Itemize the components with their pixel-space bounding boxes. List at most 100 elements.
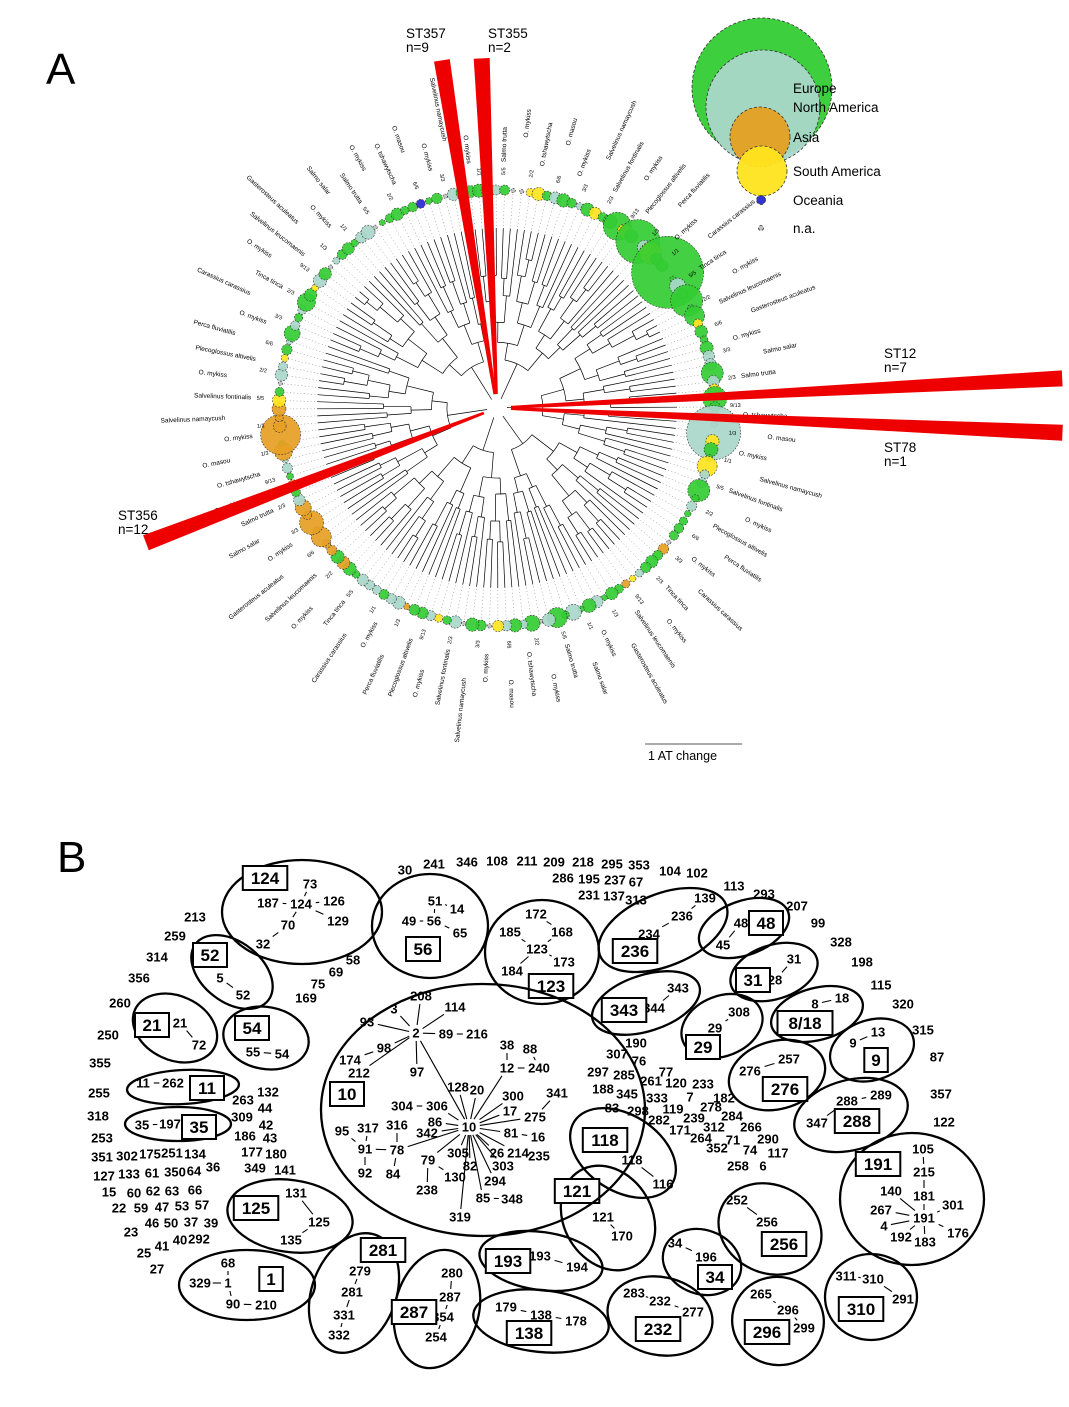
cluster-box: [241, 865, 289, 891]
st-number: 46: [145, 1216, 159, 1231]
st-number: 185: [499, 925, 521, 940]
st-number: 7: [686, 1090, 693, 1105]
st-number: 44: [258, 1101, 273, 1116]
st-number: 303: [492, 1159, 514, 1174]
st-number: 62: [146, 1184, 160, 1199]
st-number: 300: [502, 1089, 524, 1104]
st-number: 196: [695, 1250, 717, 1265]
st-number: 42: [259, 1118, 273, 1133]
svg-text:Tinca tinca: Tinca tinca: [663, 584, 690, 612]
cluster-box-label: 35: [190, 1118, 209, 1137]
svg-text:O. mykiss: O. mykiss: [359, 620, 379, 649]
st-number: 290: [757, 1132, 779, 1147]
st-number: 4: [880, 1219, 888, 1234]
svg-text:Salmo trutta: Salmo trutta: [741, 369, 777, 380]
cluster-232: 283 232 277 232: [606, 1275, 714, 1357]
st-number: 357: [930, 1087, 952, 1102]
svg-text:5/5: 5/5: [559, 631, 567, 640]
st-number: 9: [849, 1036, 856, 1051]
st-number: 292: [188, 1232, 210, 1247]
st-number: 342: [416, 1126, 438, 1141]
st-number: 93: [360, 1015, 374, 1030]
st-number: 128: [447, 1080, 469, 1095]
st-number: 329: [189, 1276, 211, 1291]
st-number: 90: [226, 1297, 240, 1312]
st-number: 309: [231, 1110, 253, 1125]
legend: Europe North America Asia South America Ocea…: [691, 17, 881, 236]
panel-b-label: B: [57, 833, 86, 882]
cluster-box-label: 296: [753, 1323, 781, 1342]
st-number: 260: [109, 996, 131, 1011]
st-number: 50: [164, 1216, 178, 1231]
st-number: 60: [127, 1186, 141, 1201]
st-number: 283: [623, 1286, 645, 1301]
st-number: 346: [456, 855, 478, 870]
st-number: 3: [390, 1002, 397, 1017]
st-number: 193: [529, 1249, 551, 1264]
svg-text:O. mykiss: O. mykiss: [523, 108, 533, 138]
svg-text:5/5: 5/5: [361, 206, 370, 216]
cluster-ellipse: [123, 1105, 233, 1143]
st-number: 257: [778, 1052, 800, 1067]
st-number: 102: [686, 866, 708, 881]
svg-text:Perca fluviatilis: Perca fluviatilis: [193, 319, 237, 338]
st-number: 55: [246, 1045, 260, 1060]
st-number: 61: [145, 1166, 159, 1181]
cluster-box-label: 1: [266, 1270, 275, 1289]
st-number: 190: [625, 1036, 647, 1051]
st-number: 265: [750, 1287, 772, 1302]
cluster-box-label: 54: [243, 1019, 262, 1038]
svg-text:O. mykiss: O. mykiss: [419, 143, 434, 173]
st-number: 299: [793, 1321, 815, 1336]
cluster-54: 55 54 54: [222, 1005, 310, 1071]
st-number: 251: [161, 1146, 183, 1161]
svg-text:O. mykiss: O. mykiss: [576, 148, 593, 178]
st-number: 192: [890, 1230, 912, 1245]
st-number: 39: [204, 1216, 218, 1231]
st-number: 211: [517, 854, 538, 869]
cluster-121: 121 170 121: [553, 1164, 657, 1272]
st-number: 238: [416, 1183, 438, 1198]
st-number: 29: [708, 1021, 722, 1036]
st-number: 48: [734, 916, 748, 931]
cluster-box: [232, 1195, 280, 1221]
st-number: 34: [668, 1236, 683, 1251]
cluster-ellipse: [606, 1275, 714, 1357]
st-number: 207: [786, 899, 808, 914]
cluster-box: [760, 1231, 808, 1257]
st-number: 183: [914, 1235, 936, 1250]
cluster-box-label: 287: [400, 1303, 428, 1322]
cluster-296: 265 296 299 296: [730, 1275, 826, 1367]
st-number: 277: [682, 1305, 704, 1320]
cluster-31: 31 28 31: [729, 941, 819, 1003]
cluster-box: [743, 1319, 791, 1345]
svg-text:O. masou: O. masou: [507, 679, 515, 708]
st-number: 122: [933, 1115, 955, 1130]
st-number: 69: [329, 965, 343, 980]
st-number: 291: [892, 1292, 914, 1307]
st-number: 355: [89, 1056, 111, 1071]
st-number: 312: [703, 1120, 725, 1135]
st-number: 21: [173, 1016, 187, 1031]
cluster-35: 35 197 35: [123, 1105, 233, 1143]
cluster-box-label: 29: [694, 1038, 713, 1057]
cluster-11: 11 262 11: [125, 1068, 241, 1106]
svg-text:3/3: 3/3: [722, 347, 731, 355]
st-number: 214: [507, 1146, 529, 1161]
st-number: 284: [721, 1109, 743, 1124]
legend-label: Europe: [793, 81, 837, 96]
st-number: 319: [449, 1210, 471, 1225]
cluster-box-label: 21: [143, 1016, 162, 1035]
st-number: 194: [566, 1260, 588, 1275]
st-number: 11: [136, 1076, 150, 1091]
svg-text:n=9: n=9: [406, 40, 429, 55]
st-number: 130: [444, 1170, 466, 1185]
st-number: 294: [484, 1174, 506, 1189]
st-number: 170: [611, 1229, 633, 1244]
st-number: 16: [531, 1130, 545, 1145]
st-number: 53: [175, 1199, 189, 1214]
